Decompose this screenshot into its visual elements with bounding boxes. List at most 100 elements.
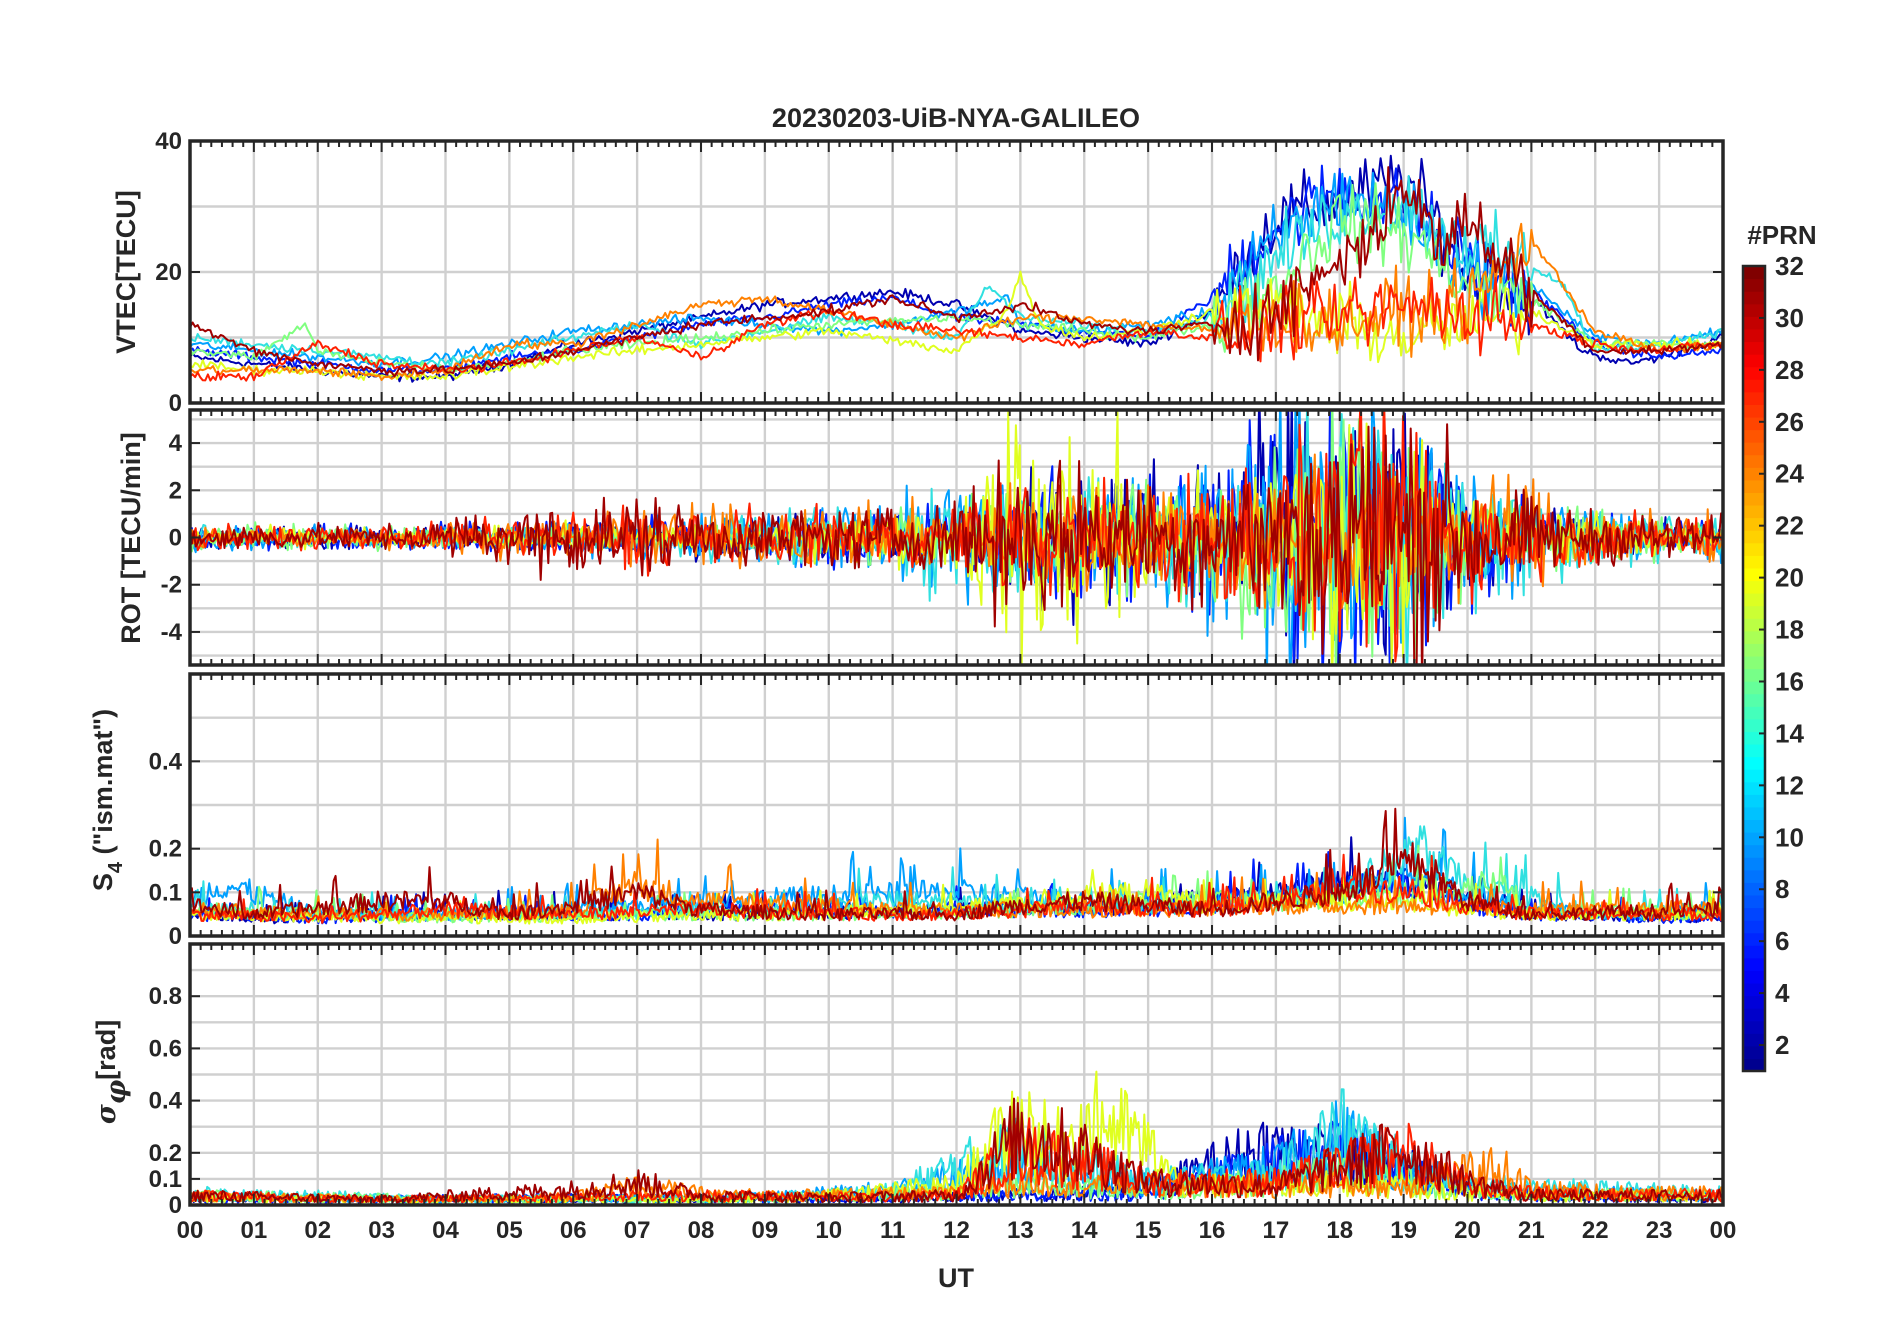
colorbar-tick-label-3: 8 bbox=[1775, 874, 1789, 904]
colorbar-cells bbox=[1743, 266, 1765, 1072]
sigma-y-label-sub: φ bbox=[101, 1079, 132, 1104]
colorbar-cell-62 bbox=[1743, 278, 1765, 292]
vtec-lines bbox=[190, 154, 1723, 383]
sigma-ytick-label-1: 0.1 bbox=[149, 1166, 182, 1193]
x-tick-label-2: 02 bbox=[304, 1217, 331, 1244]
colorbar-frame bbox=[1741, 264, 1767, 1073]
rot-ytick-label-3: 2 bbox=[169, 477, 182, 504]
colorbar-cell-7 bbox=[1743, 970, 1765, 984]
colorbar-cell-44 bbox=[1743, 504, 1765, 519]
vtec-y-label: VTEC[TECU] bbox=[111, 190, 141, 354]
s4-lines bbox=[190, 807, 1723, 925]
colorbar-tick-label-11: 24 bbox=[1775, 459, 1804, 489]
vtec-axes-frame bbox=[188, 139, 1725, 405]
colorbar-tick-label-5: 12 bbox=[1775, 770, 1804, 800]
s4-y-label-sub: 4 bbox=[105, 861, 127, 873]
s4-axes-frame bbox=[188, 672, 1725, 938]
colorbar-cell-49 bbox=[1743, 442, 1765, 456]
colorbar-tick-label-9: 20 bbox=[1775, 563, 1804, 593]
colorbar-cell-16 bbox=[1743, 857, 1765, 871]
colorbar-cell-13 bbox=[1743, 894, 1765, 909]
s4-ytick-label-0: 0 bbox=[169, 923, 182, 950]
x-tick-label-17: 17 bbox=[1263, 1217, 1290, 1244]
colorbar-cell-31 bbox=[1743, 668, 1765, 682]
colorbar-cell-43 bbox=[1743, 517, 1765, 531]
rot-panel: -4 -2 0 2 4 ROT [TECU/min] bbox=[116, 408, 1725, 667]
colorbar-cell-22 bbox=[1743, 781, 1765, 795]
colorbar-tick-label-10: 22 bbox=[1775, 511, 1804, 541]
x-axis-label: UT bbox=[938, 1263, 974, 1293]
colorbar-cell-58 bbox=[1743, 328, 1765, 343]
x-tick-label-1: 01 bbox=[241, 1217, 268, 1244]
colorbar-tick-label-14: 30 bbox=[1775, 303, 1804, 333]
s4-y-label-rest: ("ism.mat") bbox=[88, 709, 118, 862]
s4-line-prn-31 bbox=[190, 807, 1723, 922]
colorbar-cell-53 bbox=[1743, 391, 1765, 405]
x-tick-labels: 00 01 02 03 04 05 06 07 08 09 10 11 12 13 14 15 16 17 18 19… bbox=[177, 1217, 1737, 1244]
colorbar-cell-23 bbox=[1743, 769, 1765, 783]
vtec-line-prn-10 bbox=[190, 171, 1723, 369]
rot-y-ticks: -4 -2 0 2 4 bbox=[161, 430, 1723, 646]
s4-ytick-label-1: 0.1 bbox=[149, 879, 182, 906]
colorbar-tick-label-4: 10 bbox=[1775, 822, 1804, 852]
sigma-ytick-label-3: 0.4 bbox=[149, 1088, 183, 1115]
colorbar-cell-60 bbox=[1743, 303, 1765, 317]
colorbar-cell-45 bbox=[1743, 492, 1765, 506]
colorbar-cell-54 bbox=[1743, 379, 1765, 393]
colorbar-cell-52 bbox=[1743, 404, 1765, 418]
x-tick-label-4: 04 bbox=[432, 1217, 459, 1244]
colorbar-tick-label-12: 26 bbox=[1775, 407, 1804, 437]
x-tick-label-13: 13 bbox=[1007, 1217, 1034, 1244]
vtec-line-prn-24 bbox=[190, 222, 1723, 381]
rot-y-label: ROT [TECU/min] bbox=[116, 432, 146, 643]
vtec-panel: 0 20 40 VTEC[TECU] bbox=[111, 128, 1725, 417]
colorbar-cell-36 bbox=[1743, 605, 1765, 619]
x-tick-label-20: 20 bbox=[1454, 1217, 1481, 1244]
colorbar-tick-label-8: 18 bbox=[1775, 615, 1804, 645]
sigma-ytick-label-4: 0.6 bbox=[149, 1035, 182, 1062]
s4-panel: 0 0.1 0.2 0.4 S4 ("ism.mat") bbox=[88, 672, 1725, 950]
s4-y-label-main: S bbox=[88, 873, 118, 891]
colorbar-cell-30 bbox=[1743, 681, 1765, 695]
colorbar-cell-4 bbox=[1743, 1008, 1765, 1022]
sigma-panel: 00.10.2 0.4 0.6 0.8 σφ[rad] bbox=[91, 942, 1725, 1219]
colorbar-tick-label-2: 6 bbox=[1775, 926, 1789, 956]
vtec-ytick-label-0: 0 bbox=[169, 390, 182, 417]
colorbar-cell-28 bbox=[1743, 706, 1765, 720]
x-tick-label-14: 14 bbox=[1071, 1217, 1098, 1244]
sigma-axes-frame bbox=[188, 942, 1725, 1207]
rot-ytick-label-2: 0 bbox=[169, 525, 182, 552]
colorbar-cell-57 bbox=[1743, 341, 1765, 355]
colorbar-cell-56 bbox=[1743, 354, 1765, 368]
s4-ytick-label-2: 0.2 bbox=[149, 836, 182, 863]
s4-y-ticks: 0 0.1 0.2 0.4 bbox=[149, 748, 1723, 950]
colorbar-cell-39 bbox=[1743, 567, 1765, 582]
colorbar-cell-0 bbox=[1743, 1058, 1765, 1072]
s4-y-label: S4 ("ism.mat") bbox=[88, 709, 127, 891]
chart-title: 20230203-UiB-NYA-GALILEO bbox=[772, 103, 1140, 133]
colorbar-tick-label-13: 28 bbox=[1775, 355, 1804, 385]
colorbar-cell-2 bbox=[1743, 1033, 1765, 1047]
sigma-y-label-symbol: σ bbox=[91, 1104, 122, 1124]
x-tick-label-22: 22 bbox=[1582, 1217, 1609, 1244]
colorbar-tick-label-1: 4 bbox=[1775, 978, 1790, 1008]
x-tick-label-24: 00 bbox=[1710, 1217, 1737, 1244]
x-tick-label-8: 08 bbox=[688, 1217, 715, 1244]
colorbar-cell-48 bbox=[1743, 454, 1765, 468]
x-tick-label-23: 23 bbox=[1646, 1217, 1673, 1244]
sigma-y-ticks: 00.10.2 0.4 0.6 0.8 bbox=[149, 983, 1723, 1219]
colorbar-cell-35 bbox=[1743, 618, 1765, 632]
sigma-grid bbox=[188, 942, 1725, 1207]
rot-line-prn-31 bbox=[190, 423, 1723, 665]
colorbar-cell-14 bbox=[1743, 882, 1765, 896]
colorbar-cell-37 bbox=[1743, 593, 1765, 607]
colorbar-cell-21 bbox=[1743, 794, 1765, 808]
colorbar-cell-47 bbox=[1743, 467, 1765, 481]
colorbar-cell-5 bbox=[1743, 995, 1765, 1009]
colorbar-cell-19 bbox=[1743, 819, 1765, 833]
x-tick-label-5: 05 bbox=[496, 1217, 523, 1244]
vtec-line-prn-14 bbox=[190, 175, 1723, 368]
rot-axes-frame bbox=[188, 408, 1725, 667]
